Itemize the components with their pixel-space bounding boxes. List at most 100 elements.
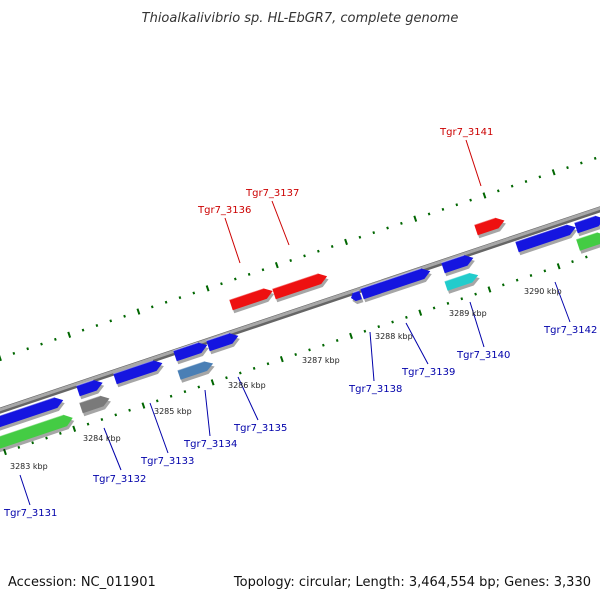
gene-label-tgr7-3140[interactable]: Tgr7_3140 [456, 350, 510, 361]
gene-features [0, 215, 600, 453]
outer-tick [580, 161, 583, 165]
inner-tick [225, 376, 228, 380]
gene-label-tgr7-3137[interactable]: Tgr7_3137 [245, 188, 299, 199]
map-title: Thioalkalivibrio sp. HL-EbGR7, complete … [142, 11, 459, 26]
outer-tick-track [0, 156, 597, 362]
scale-label-3283: 3283 kbp [10, 462, 48, 471]
gene-tgr7-3134-part-highlight [173, 341, 199, 352]
gene-gray [79, 395, 111, 417]
gene-tgr7-3135-part [206, 332, 240, 355]
inner-tick [418, 309, 423, 316]
gene-label-tgr7-3133[interactable]: Tgr7_3133 [140, 456, 194, 467]
gene-steel-highlight [177, 360, 205, 371]
gene-label-tgr7-3132[interactable]: Tgr7_3132 [92, 474, 146, 485]
inner-tick [128, 408, 131, 412]
inner-tick [266, 362, 270, 366]
reverse-gene-labels: Tgr7_3131 Tgr7_3132 Tgr7_3133 Tgr7_3134 … [3, 325, 597, 519]
leader-tgr7-3138 [369, 331, 375, 382]
outer-tick [482, 192, 487, 199]
inner-tick [252, 366, 256, 370]
gene-label-tgr7-3134[interactable]: Tgr7_3134 [183, 439, 237, 450]
gene-label-tgr7-3141[interactable]: Tgr7_3141 [439, 127, 493, 138]
inner-tick [432, 306, 436, 310]
leader-tgr7-3139 [405, 322, 429, 365]
inner-tick [155, 399, 159, 403]
gene-tgr7-3136-body [229, 288, 273, 311]
inner-tick [585, 255, 588, 259]
inner-tick [487, 286, 492, 293]
scale-label-3285: 3285 kbp [154, 407, 192, 416]
scale-label-3284: 3284 kbp [83, 434, 121, 443]
inner-tick [183, 390, 187, 394]
outer-tick [12, 351, 16, 355]
outer-tick [330, 245, 334, 249]
inner-tick [405, 315, 408, 319]
gene-tgr7-3139-part-highlight [360, 267, 422, 290]
gene-cyan [444, 272, 480, 294]
gene-tgr7-3131-part-body [0, 397, 64, 428]
outer-tick [317, 249, 320, 253]
leader-tgr7-3131 [19, 474, 31, 506]
gene-edge-blue-body [574, 215, 600, 234]
gene-tgr7-3142-part-highlight [515, 224, 567, 243]
gene-label-tgr7-3136[interactable]: Tgr7_3136 [197, 205, 251, 216]
scale-label-3290: 3290 kbp [524, 287, 562, 296]
gene-label-tgr7-3138[interactable]: Tgr7_3138 [348, 384, 402, 395]
scale-label-3289: 3289 kbp [449, 309, 487, 318]
outer-tick [247, 272, 251, 276]
outer-tick [233, 277, 237, 281]
gene-tgr7-3137 [272, 272, 329, 303]
gene-tgr7-3132-part-highlight [76, 379, 94, 387]
gene-label-tgr7-3142[interactable]: Tgr7_3142 [543, 325, 597, 336]
leader-tgr7-3141 [465, 139, 482, 187]
gene-tgr7-3135-part-highlight [206, 332, 230, 342]
outer-tick [566, 166, 569, 170]
outer-tick [441, 207, 445, 211]
gene-edge-blue-highlight [574, 215, 596, 224]
gene-tgr7-3140-part [441, 254, 475, 277]
outer-tick [427, 212, 431, 216]
outer-tick [192, 291, 196, 295]
outer-tick [261, 268, 265, 272]
inner-tick [515, 278, 519, 282]
gene-cyan-body [444, 272, 479, 291]
inner-tick [17, 445, 21, 449]
outer-tick [136, 308, 141, 315]
outer-tick [344, 238, 348, 246]
outer-tick [413, 215, 418, 222]
outer-tick [26, 347, 30, 351]
gene-steel [177, 360, 215, 383]
inner-tick [446, 301, 450, 305]
outer-tick [40, 342, 43, 346]
gene-label-tgr7-3131[interactable]: Tgr7_3131 [3, 508, 57, 519]
outer-tick [123, 314, 126, 318]
scale-label-3287: 3287 kbp [302, 356, 340, 365]
gene-edge-blue [574, 215, 600, 237]
inner-tick [210, 379, 215, 386]
outer-tick [551, 169, 556, 176]
gene-tgr7-3132-part [76, 379, 105, 400]
inner-tick [31, 441, 35, 445]
leader-tgr7-3132 [103, 427, 122, 471]
inner-tick [86, 422, 90, 426]
gene-tgr7-3133-part [113, 359, 164, 388]
gene-tgr7-3136-highlight [229, 287, 264, 301]
outer-tick [289, 258, 293, 262]
gene-label-tgr7-3139[interactable]: Tgr7_3139 [401, 367, 455, 378]
outer-tick [496, 189, 500, 193]
inner-tick [474, 292, 477, 296]
inner-tick [363, 329, 367, 333]
leader-tgr7-3140 [469, 301, 485, 348]
inner-tick [460, 297, 464, 301]
outer-tick [0, 354, 2, 362]
gene-tgr7-3136 [229, 287, 275, 314]
gene-green-left-body [0, 414, 73, 449]
leader-tgr7-3133 [149, 402, 169, 454]
accession-text: Accession: NC_011901 [8, 575, 156, 590]
gene-tgr7-3141-highlight [474, 217, 496, 226]
outer-tick [358, 235, 362, 239]
gene-tgr7-3131-part [0, 396, 65, 431]
gene-label-tgr7-3135[interactable]: Tgr7_3135 [233, 423, 287, 434]
inner-tick [279, 355, 284, 363]
inner-tick [197, 385, 201, 389]
